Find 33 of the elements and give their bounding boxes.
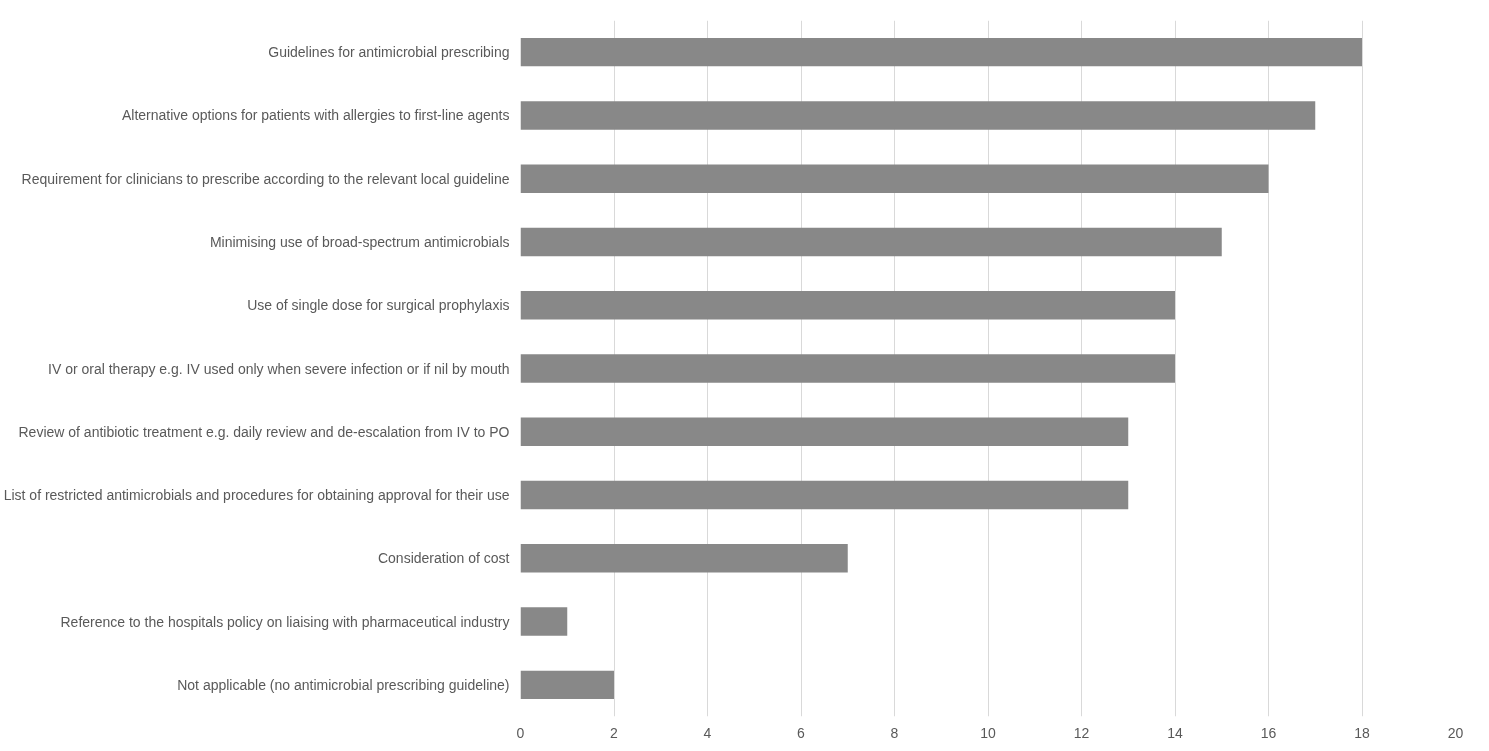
x-tick-label: 18 (1354, 724, 1370, 741)
x-tick-label: 10 (980, 724, 996, 741)
y-tick-label: Review of antibiotic treatment e.g. daily review and de-escalation from IV to PO (18, 423, 510, 440)
y-tick-label: Minimising use of broad-spectrum antimicrobials (209, 233, 510, 250)
bar (520, 354, 1175, 383)
y-tick-label: IV or oral therapy e.g. IV used only when severe infection or if nil by mouth (48, 360, 510, 377)
y-tick-label: Use of single dose for surgical prophylaxis (247, 297, 510, 314)
bar (520, 544, 848, 573)
x-tick-label: 14 (1167, 724, 1183, 741)
bar (520, 227, 1222, 257)
x-tick-label: 20 (1447, 724, 1464, 741)
x-tick-label: 0 (516, 724, 525, 741)
y-tick-label: Not applicable (no antimicrobial prescribing guideline) (177, 676, 510, 693)
bar (520, 290, 1175, 320)
y-tick-label: Requirement for clinicians to prescribe according to the relevant local guideline (21, 170, 510, 187)
bar (520, 670, 614, 700)
x-tick-label: 2 (610, 724, 619, 741)
y-tick-label: List of restricted antimicrobials and procedures for obtaining approval for their use (3, 487, 510, 504)
x-tick-label: 12 (1073, 724, 1090, 741)
bar (520, 164, 1269, 193)
y-tick-label: Reference to the hospitals policy on liaising with pharmaceutical industry (60, 613, 510, 630)
bar (520, 417, 1129, 447)
x-tick-label: 4 (703, 724, 712, 741)
y-tick-label: Alternative options for patients with allergies to first-line agents (121, 107, 510, 124)
y-tick-label: Consideration of cost (377, 550, 510, 567)
bar (520, 607, 568, 636)
y-tick-label: Guidelines for antimicrobial prescribing (268, 44, 510, 61)
bar (520, 480, 1129, 510)
x-tick-label: 6 (797, 724, 806, 741)
x-tick-label: 8 (890, 724, 899, 741)
x-tick-label: 16 (1260, 724, 1277, 741)
bar (520, 37, 1362, 67)
bar (520, 101, 1316, 130)
